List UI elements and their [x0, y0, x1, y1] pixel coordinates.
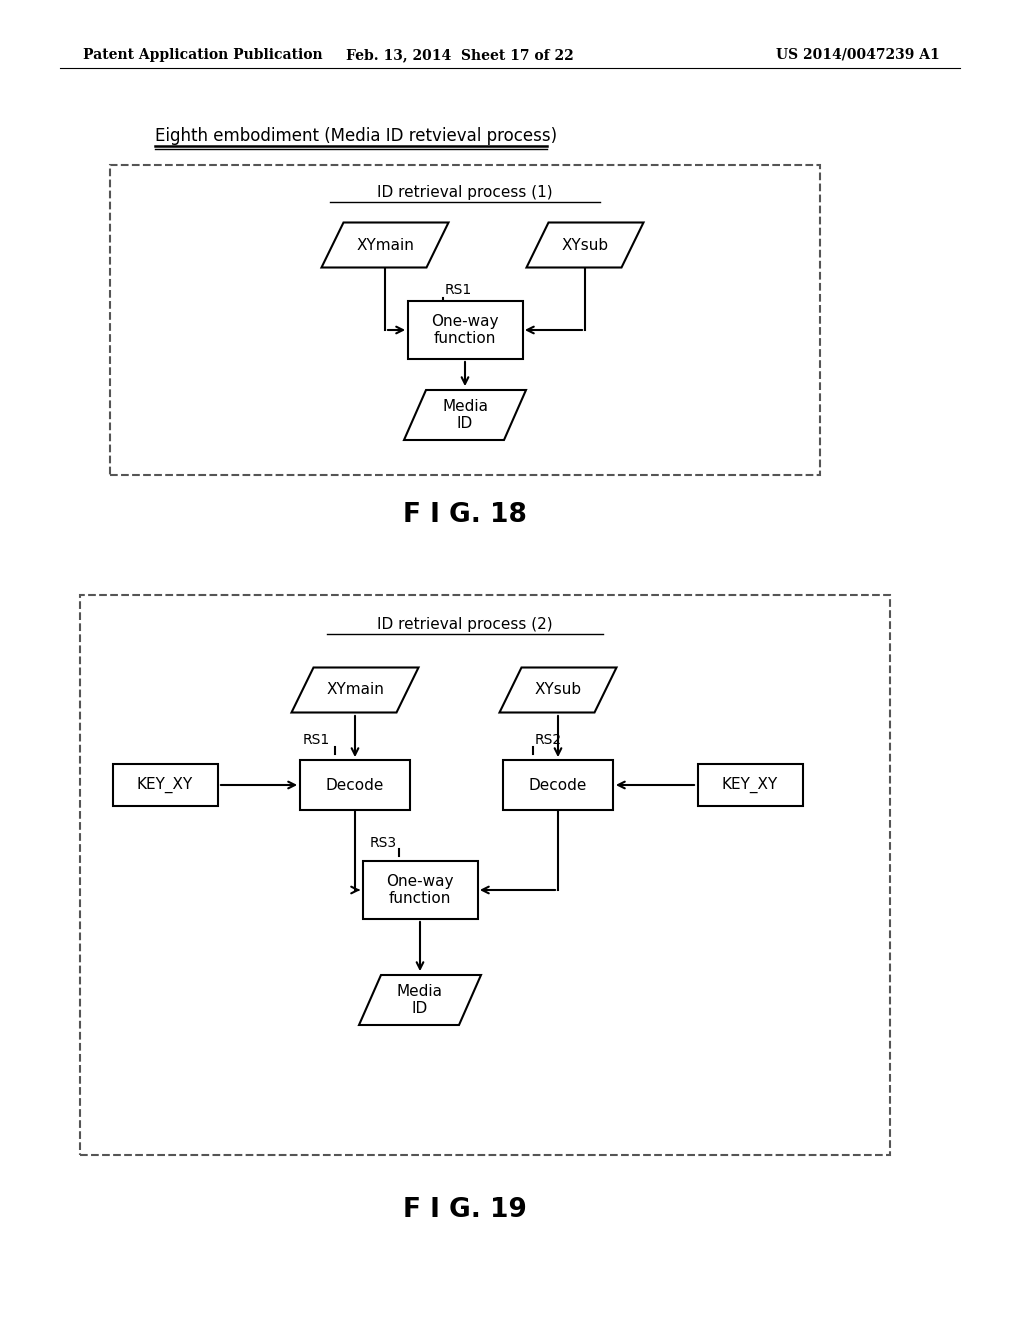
Text: RS3: RS3: [370, 836, 397, 850]
Polygon shape: [292, 668, 419, 713]
Text: KEY_XY: KEY_XY: [722, 777, 778, 793]
Text: XYsub: XYsub: [561, 238, 608, 252]
Text: Eighth embodiment (Media ID retvieval process): Eighth embodiment (Media ID retvieval pr…: [155, 127, 557, 145]
FancyBboxPatch shape: [300, 760, 410, 810]
FancyBboxPatch shape: [408, 301, 522, 359]
Text: XYmain: XYmain: [356, 238, 414, 252]
Text: Decode: Decode: [326, 777, 384, 792]
Text: RS1: RS1: [303, 733, 330, 747]
Polygon shape: [322, 223, 449, 268]
Text: F I G. 18: F I G. 18: [403, 502, 527, 528]
Text: Patent Application Publication: Patent Application Publication: [83, 48, 323, 62]
Text: One-way
function: One-way function: [431, 314, 499, 346]
Text: Media
ID: Media ID: [442, 399, 488, 432]
Text: RS2: RS2: [535, 733, 562, 747]
Polygon shape: [359, 975, 481, 1026]
Text: Media
ID: Media ID: [397, 983, 443, 1016]
Polygon shape: [500, 668, 616, 713]
Text: RS1: RS1: [445, 282, 472, 297]
Polygon shape: [404, 389, 526, 440]
Text: US 2014/0047239 A1: US 2014/0047239 A1: [776, 48, 940, 62]
Text: One-way
function: One-way function: [386, 874, 454, 907]
FancyBboxPatch shape: [503, 760, 613, 810]
Text: ID retrieval process (2): ID retrieval process (2): [377, 618, 553, 632]
Text: KEY_XY: KEY_XY: [137, 777, 194, 793]
Text: XYmain: XYmain: [326, 682, 384, 697]
FancyBboxPatch shape: [697, 764, 803, 807]
Text: ID retrieval process (1): ID retrieval process (1): [377, 186, 553, 201]
Text: XYsub: XYsub: [535, 682, 582, 697]
Text: Feb. 13, 2014  Sheet 17 of 22: Feb. 13, 2014 Sheet 17 of 22: [346, 48, 573, 62]
Polygon shape: [526, 223, 643, 268]
FancyBboxPatch shape: [362, 861, 477, 919]
FancyBboxPatch shape: [113, 764, 217, 807]
Text: Decode: Decode: [528, 777, 587, 792]
Text: F I G. 19: F I G. 19: [403, 1197, 527, 1224]
